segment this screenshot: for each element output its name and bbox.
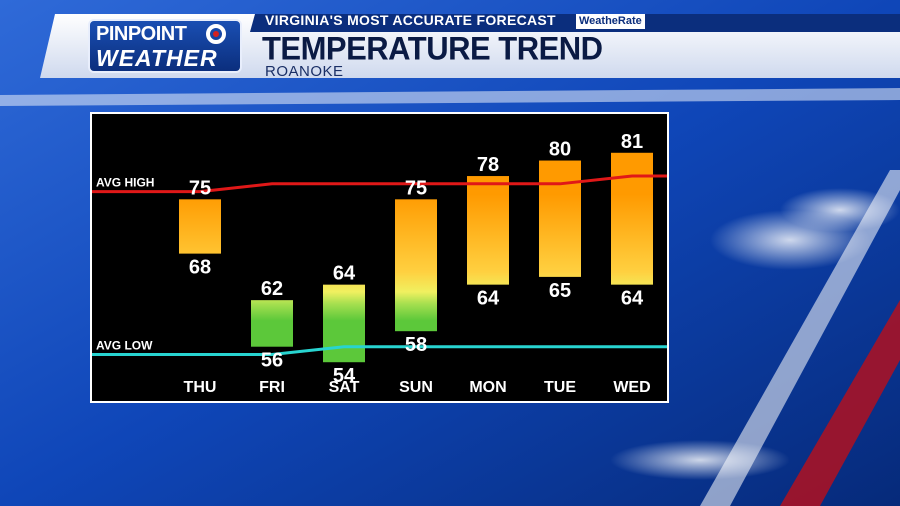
location-subtitle: ROANOKE bbox=[265, 63, 344, 80]
high-label-sun: 75 bbox=[405, 177, 427, 199]
ref-label-avg-low: AVG LOW bbox=[96, 338, 153, 352]
high-label-fri: 62 bbox=[261, 278, 283, 300]
bar-mon bbox=[467, 176, 509, 285]
high-label-mon: 78 bbox=[477, 154, 499, 176]
low-label-thu: 68 bbox=[189, 257, 211, 279]
tagline: VIRGINIA'S MOST ACCURATE FORECAST bbox=[265, 12, 556, 28]
ref-line-avg-high bbox=[92, 174, 667, 194]
bar-tue bbox=[539, 160, 581, 277]
bar-sun bbox=[395, 199, 437, 332]
low-label-sun: 58 bbox=[405, 334, 427, 356]
day-label-thu: THU bbox=[184, 379, 217, 396]
day-label-wed: WED bbox=[613, 379, 650, 396]
low-label-sat: 54 bbox=[333, 365, 356, 387]
temperature-chart: AVG HIGH AVG LOW 75 68 THU 62 56 FRI 64 54 SAT 75 58… bbox=[90, 112, 669, 403]
high-label-thu: 75 bbox=[189, 177, 211, 199]
page-title: TEMPERATURE TREND bbox=[262, 30, 603, 67]
day-label-sat: SAT bbox=[329, 379, 360, 396]
ref-line-avg-low bbox=[92, 345, 667, 356]
bar-fri bbox=[251, 300, 293, 347]
logo-weather-text: WEATHER bbox=[96, 45, 218, 71]
day-label-mon: MON bbox=[469, 379, 506, 396]
high-label-sat: 64 bbox=[333, 263, 356, 285]
low-label-mon: 64 bbox=[477, 288, 500, 310]
weatherate-badge: WeatheRate bbox=[576, 14, 645, 29]
bar-thu bbox=[179, 199, 221, 254]
logo-pinpoint-text: PINPOINT bbox=[96, 23, 187, 45]
target-icon bbox=[206, 24, 226, 44]
bar-wed bbox=[611, 152, 653, 285]
ref-label-avg-high: AVG HIGH bbox=[96, 176, 154, 190]
bar-sat bbox=[323, 284, 365, 363]
low-label-wed: 64 bbox=[621, 288, 644, 310]
low-label-fri: 56 bbox=[261, 350, 283, 372]
low-label-tue: 65 bbox=[549, 280, 571, 302]
high-label-wed: 81 bbox=[621, 131, 643, 153]
day-label-fri: FRI bbox=[259, 379, 285, 396]
day-label-sun: SUN bbox=[399, 379, 433, 396]
day-label-tue: TUE bbox=[544, 379, 576, 396]
high-label-tue: 80 bbox=[549, 139, 571, 161]
pinpoint-weather-logo: PINPOINT WEATHER bbox=[88, 19, 242, 73]
